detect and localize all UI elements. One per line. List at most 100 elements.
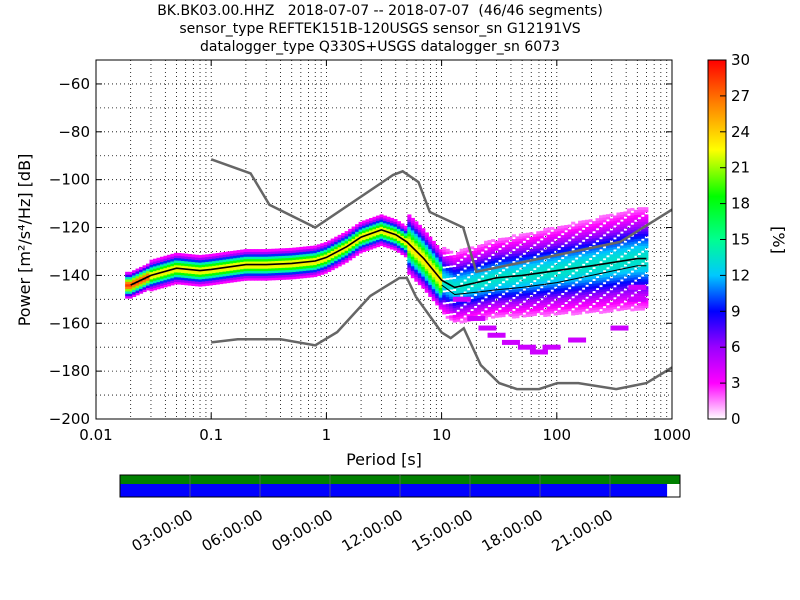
heatmap-cell (313, 255, 318, 258)
heatmap-cell (212, 253, 217, 257)
heatmap-cell (456, 251, 461, 255)
heatmap-cell (463, 300, 468, 304)
heatmap-cell (619, 228, 624, 232)
heatmap-cell (574, 278, 579, 282)
heatmap-cell (306, 274, 311, 278)
heatmap-cell (605, 228, 611, 232)
heatmap-cell (477, 285, 482, 289)
heatmap-cell (543, 297, 548, 301)
heatmap-cell (508, 270, 513, 274)
heatmap-cell (201, 278, 206, 282)
heatmap-cell (564, 282, 569, 286)
heatmap-cell (497, 314, 503, 318)
heatmap-cell (438, 297, 443, 301)
heatmap-cell (466, 268, 471, 272)
heatmap-cell (135, 270, 140, 274)
heatmap-cell (414, 247, 419, 251)
heatmap-cell (511, 315, 516, 319)
heatmap-cell (484, 286, 489, 290)
heatmap-cell (630, 239, 635, 242)
heatmap-cell (414, 230, 419, 234)
heatmap-cell (323, 254, 328, 257)
heatmap-cell (278, 248, 283, 252)
heatmap-cell (313, 267, 318, 270)
heatmap-cell (414, 235, 419, 239)
heatmap-cell (605, 257, 611, 261)
heatmap-cell (633, 250, 638, 254)
heatmap-cell (595, 218, 600, 222)
heatmap-cell (616, 262, 621, 266)
heatmap-cell (201, 257, 206, 260)
heatmap-cell (177, 257, 182, 261)
heatmap-cell (257, 258, 262, 262)
heatmap-cell (428, 248, 433, 252)
timeline-tick-label: 18:00:00 (479, 506, 546, 555)
heatmap-cell (477, 283, 482, 286)
heatmap-cell (571, 298, 576, 302)
heatmap-cell (267, 251, 273, 255)
heatmap-cell (159, 259, 165, 263)
heatmap-cell (267, 277, 273, 281)
heatmap-cell (522, 249, 527, 253)
heatmap-cell (288, 269, 293, 273)
heatmap-cell (351, 255, 356, 259)
heatmap-cell (543, 275, 548, 279)
heatmap-cell (403, 235, 408, 239)
heatmap-cell (630, 272, 635, 276)
heatmap-cell (599, 291, 604, 295)
heatmap-cell (198, 271, 203, 275)
heatmap-cell (219, 264, 224, 268)
heatmap-cell (156, 284, 161, 287)
heatmap-cell (222, 259, 227, 263)
heatmap-cell (525, 292, 530, 296)
heatmap-cell (592, 292, 597, 296)
heatmap-cell (529, 268, 534, 272)
heatmap-cell (640, 276, 645, 280)
heatmap-cell (532, 253, 537, 257)
heatmap-cell (166, 276, 171, 280)
heatmap-cell (348, 231, 353, 235)
heatmap-cell (166, 283, 171, 287)
heatmap-cell (588, 243, 593, 247)
heatmap-cell (630, 260, 635, 264)
heatmap-cell (247, 265, 252, 269)
heatmap-cell (550, 279, 555, 283)
heatmap-cell (574, 242, 579, 246)
heatmap-cell (578, 268, 583, 272)
heatmap-cell (365, 247, 370, 251)
heatmap-cell (626, 301, 631, 305)
heatmap-cell (508, 244, 513, 248)
heatmap-cell (365, 226, 370, 230)
heatmap-cell (640, 281, 645, 285)
heatmap-cell (400, 223, 405, 227)
heatmap-cell (612, 292, 618, 295)
heatmap-cell (135, 292, 140, 296)
heatmap-cell (612, 304, 618, 307)
heatmap-cell (375, 234, 381, 238)
heatmap-cell (473, 307, 478, 311)
heatmap-cell (637, 290, 642, 294)
heatmap-cell (372, 235, 377, 239)
heatmap-cell (306, 250, 311, 254)
heatmap-cell (588, 219, 593, 223)
heatmap-cell (633, 228, 638, 232)
heatmap-cell (588, 288, 593, 292)
heatmap-cell (623, 242, 628, 246)
heatmap-cell (567, 255, 572, 259)
heatmap-cell (410, 232, 415, 236)
heatmap-cell (274, 277, 280, 281)
heatmap-cell (198, 276, 203, 280)
heatmap-cell (428, 291, 433, 295)
heatmap-cell (529, 244, 534, 248)
heatmap-cell (628, 296, 647, 302)
heatmap-cell (564, 237, 569, 240)
heatmap-cell (522, 245, 527, 249)
heatmap-cell (515, 298, 520, 302)
heatmap-cell (529, 308, 534, 312)
heatmap-cell (229, 260, 234, 264)
heatmap-cell (166, 281, 171, 284)
heatmap-cell (511, 279, 516, 283)
heatmap-cell (588, 291, 593, 294)
heatmap-cell (410, 237, 415, 240)
heatmap-cell (327, 261, 332, 265)
